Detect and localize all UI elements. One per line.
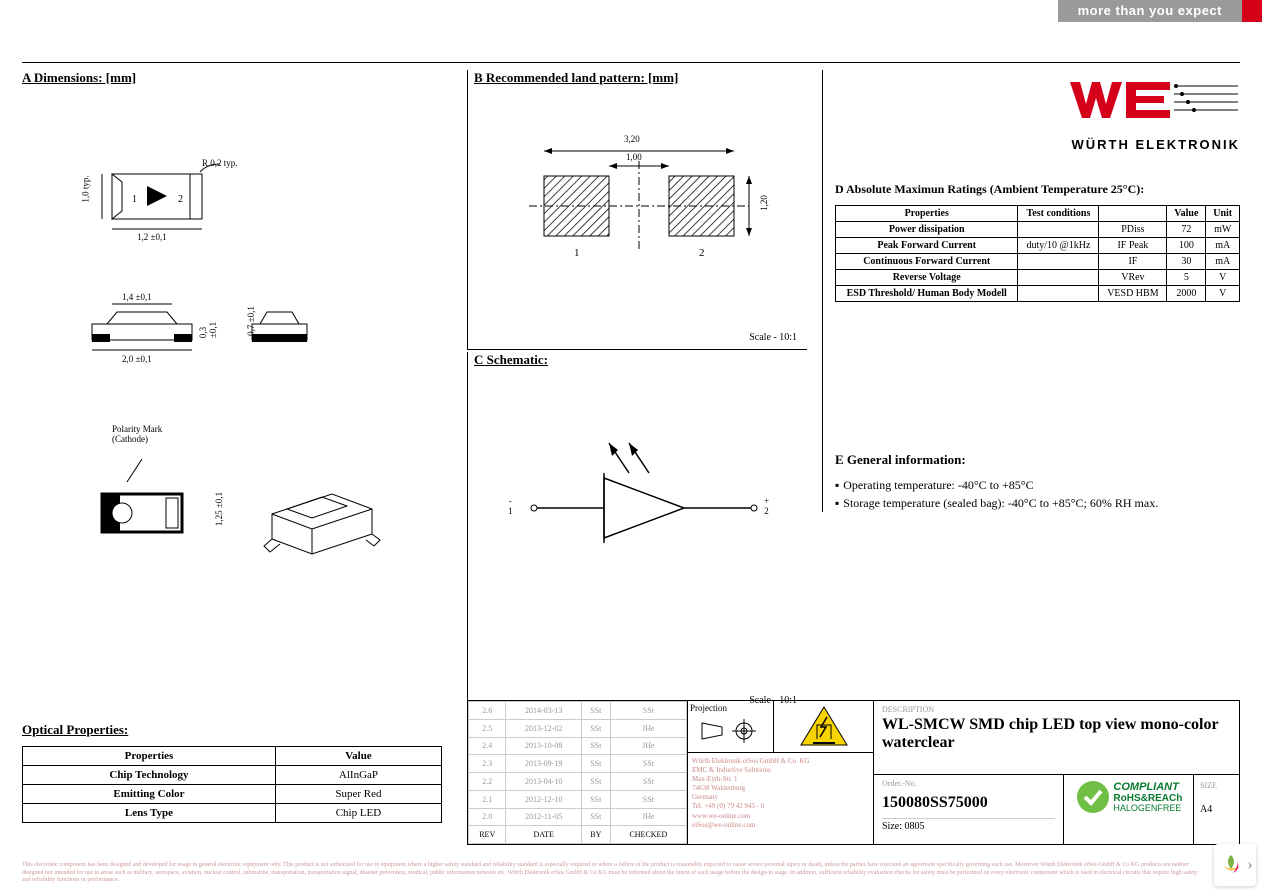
chevron-right-icon: › xyxy=(1247,856,1252,874)
projection-box: Projection xyxy=(688,701,774,753)
section-d-ratings: D Absolute Maximun Ratings (Ambient Temp… xyxy=(835,182,1240,302)
table-cell: V xyxy=(1206,286,1240,302)
table-cell: 72 xyxy=(1167,222,1206,238)
datasheet-page: A Dimensions: [mm] 1 2 1,2 ±0,1 1,0 typ.… xyxy=(22,40,1240,852)
title-block: 2.62014-03-13SStSSt2.52013-12-02SStJHe2.… xyxy=(467,700,1240,845)
address-box: Würth Elektronik eiSos GmbH & Co. KG EMC… xyxy=(688,753,874,844)
page-box: SIZE A4 xyxy=(1194,775,1239,844)
next-page-button[interactable]: › xyxy=(1214,844,1256,886)
tagline: more than you expect xyxy=(1058,0,1242,22)
dimensions-iso-view-2 xyxy=(252,464,392,564)
we-logo: WÜRTH ELEKTRONIK xyxy=(835,70,1240,152)
compliant-box: COMPLIANT RoHS&REACh HALOGENFREE xyxy=(1064,775,1194,844)
section-optical: Optical Properties: Properties Value Chi… xyxy=(22,722,442,823)
table-cell: VESD HBM xyxy=(1099,286,1167,302)
table-cell: Continuous Forward Current xyxy=(836,254,1018,270)
table-cell xyxy=(1018,270,1099,286)
table-cell: mA xyxy=(1206,254,1240,270)
table-cell: PDiss xyxy=(1099,222,1167,238)
svg-text:1: 1 xyxy=(132,194,137,205)
brand-name: WÜRTH ELEKTRONIK xyxy=(835,137,1240,152)
table-cell: 2000 xyxy=(1167,286,1206,302)
section-e-title: E General information: xyxy=(835,452,1240,468)
table-cell xyxy=(1018,254,1099,270)
section-c-schematic: C Schematic: - 1 + 2 Scale - 10:1 xyxy=(467,352,807,712)
table-cell: Lens Type xyxy=(23,804,276,823)
table-cell: Chip Technology xyxy=(23,766,276,785)
table-cell: duty/10 @1kHz xyxy=(1018,238,1099,254)
table-cell xyxy=(1018,222,1099,238)
projection-symbol xyxy=(696,717,766,743)
section-b-title: B Recommended land pattern: [mm] xyxy=(474,70,807,86)
svg-text:2: 2 xyxy=(178,194,183,205)
table-cell: Emitting Color xyxy=(23,785,276,804)
top-banner: more than you expect xyxy=(1058,0,1262,22)
scale-b: Scale - 10:1 xyxy=(749,332,797,343)
table-cell: Chip LED xyxy=(275,804,441,823)
list-item: Storage temperature (sealed bag): -40°C … xyxy=(835,494,1240,512)
ratings-table: Properties Test conditions Value Unit Po… xyxy=(835,205,1240,302)
table-cell: AlInGaP xyxy=(275,766,441,785)
table-cell: mW xyxy=(1206,222,1240,238)
table-cell: Reverse Voltage xyxy=(836,270,1018,286)
logo-icon xyxy=(1217,851,1245,879)
table-cell: IF Peak xyxy=(1099,238,1167,254)
optical-table: Properties Value Chip TechnologyAlInGaPE… xyxy=(22,746,442,823)
revision-table: 2.62014-03-13SStSSt2.52013-12-02SStJHe2.… xyxy=(468,701,688,844)
section-a-title: A Dimensions: [mm] xyxy=(22,70,442,86)
table-cell: 100 xyxy=(1167,238,1206,254)
description-box: DESCRIPTION WL-SMCW SMD chip LED top vie… xyxy=(874,701,1239,775)
optical-title: Optical Properties: xyxy=(22,722,442,738)
right-column: WÜRTH ELEKTRONIK D Absolute Maximun Rati… xyxy=(822,70,1240,512)
section-a-dimensions: A Dimensions: [mm] 1 2 1,2 ±0,1 1,0 typ.… xyxy=(22,70,442,574)
table-cell: mA xyxy=(1206,238,1240,254)
table-cell xyxy=(1018,286,1099,302)
svg-text:1: 1 xyxy=(574,247,580,259)
table-cell: 30 xyxy=(1167,254,1206,270)
table-cell: 5 xyxy=(1167,270,1206,286)
esd-symbol xyxy=(774,701,874,753)
svg-text:2: 2 xyxy=(699,247,705,259)
dimensions-iso-view-1 xyxy=(72,454,252,564)
table-cell: V xyxy=(1206,270,1240,286)
section-e-general: E General information: Operating tempera… xyxy=(835,452,1240,512)
table-cell: VRev xyxy=(1099,270,1167,286)
table-cell: IF xyxy=(1099,254,1167,270)
section-d-title: D Absolute Maximun Ratings (Ambient Temp… xyxy=(835,182,1240,197)
banner-accent xyxy=(1242,0,1262,22)
list-item: Operating temperature: -40°C to +85°C xyxy=(835,476,1240,494)
order-box: Order.-No. 150080SS75000 Size: 0805 xyxy=(874,775,1064,844)
led-schematic xyxy=(514,428,774,578)
land-pattern-drawing: 1 2 xyxy=(514,116,774,276)
section-b-land-pattern: B Recommended land pattern: [mm] xyxy=(467,70,807,350)
table-cell: Super Red xyxy=(275,785,441,804)
table-cell: ESD Threshold/ Human Body Modell xyxy=(836,286,1018,302)
table-cell: Power dissipation xyxy=(836,222,1018,238)
disclaimer-fine-print: This electronic component has been desig… xyxy=(22,862,1202,884)
table-cell: Peak Forward Current xyxy=(836,238,1018,254)
section-c-title: C Schematic: xyxy=(474,352,807,368)
